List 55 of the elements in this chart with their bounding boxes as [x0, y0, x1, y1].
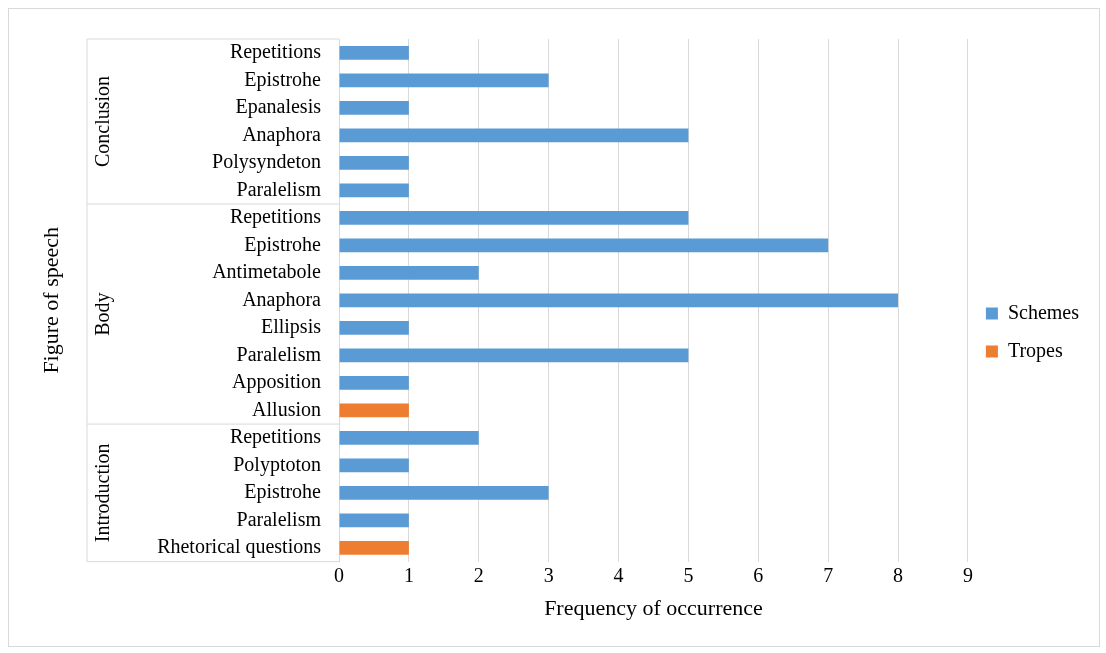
- y-tick-label: Anaphora: [242, 287, 322, 311]
- bar: [339, 458, 409, 473]
- x-tick-label: 6: [753, 563, 764, 586]
- y-tick-label: Epistrohe: [244, 232, 322, 256]
- legend-label: Tropes: [1007, 338, 1063, 362]
- bar: [339, 375, 409, 390]
- y-tick-label: Antimetabole: [212, 260, 322, 283]
- bar: [339, 513, 409, 528]
- y-tick-label: Epanalesis: [235, 95, 322, 119]
- y-tick-label: Paralelism: [236, 342, 322, 365]
- bar: [339, 210, 689, 225]
- bar: [339, 265, 479, 280]
- y-tick-label: Paralelism: [236, 177, 322, 200]
- y-tick-label: Apposition: [232, 370, 321, 394]
- bar: [339, 45, 409, 60]
- x-tick-label: 3: [543, 563, 554, 586]
- text: Body: [91, 292, 115, 336]
- x-tick-label: 7: [823, 563, 834, 586]
- bar: [339, 540, 409, 555]
- bar: [339, 485, 549, 500]
- bar: [339, 238, 829, 253]
- y-tick-label: Repetitions: [229, 425, 322, 449]
- legend-label: Schemes: [1007, 300, 1080, 323]
- bar: [339, 430, 479, 445]
- bar: [339, 293, 899, 308]
- y-tick-label: Epistrohe: [244, 67, 322, 91]
- bar: [339, 155, 409, 170]
- bar: [339, 320, 409, 335]
- x-tick-label: 2: [473, 563, 484, 586]
- bar: [339, 348, 689, 363]
- x-tick-label: 4: [613, 563, 624, 586]
- y-tick-label: Repetitions: [229, 205, 322, 229]
- x-axis-title: Frequency of occurrence: [544, 594, 763, 620]
- y-tick-label: Repetitions: [229, 40, 322, 63]
- x-tick-label: 8: [893, 563, 904, 586]
- x-tick-label: 0: [334, 563, 344, 586]
- bar: [339, 183, 409, 198]
- y-tick-label: Polysyndeton: [212, 150, 321, 174]
- y-tick-label: Polyptoton: [233, 452, 321, 476]
- y-tick-label: Ellipsis: [260, 315, 322, 339]
- x-tick-label: 9: [962, 563, 973, 586]
- y-axis-title: Figure of speech: [37, 226, 63, 374]
- y-tick-label: Allusion: [252, 397, 321, 420]
- y-tick-label: Epistrohe: [244, 480, 322, 504]
- y-tick-label: Paralelism: [236, 507, 322, 530]
- bar: [339, 403, 409, 418]
- text: Conclusion: [91, 75, 114, 168]
- x-tick-label: 1: [403, 563, 414, 586]
- bar: [339, 128, 689, 143]
- x-tick-label: 5: [683, 563, 694, 586]
- y-tick-label: Rhetorical questions: [157, 535, 322, 559]
- text: Introduction: [91, 443, 114, 543]
- y-tick-label: Anaphora: [242, 122, 322, 146]
- bar: [339, 73, 549, 88]
- bar: [339, 100, 409, 115]
